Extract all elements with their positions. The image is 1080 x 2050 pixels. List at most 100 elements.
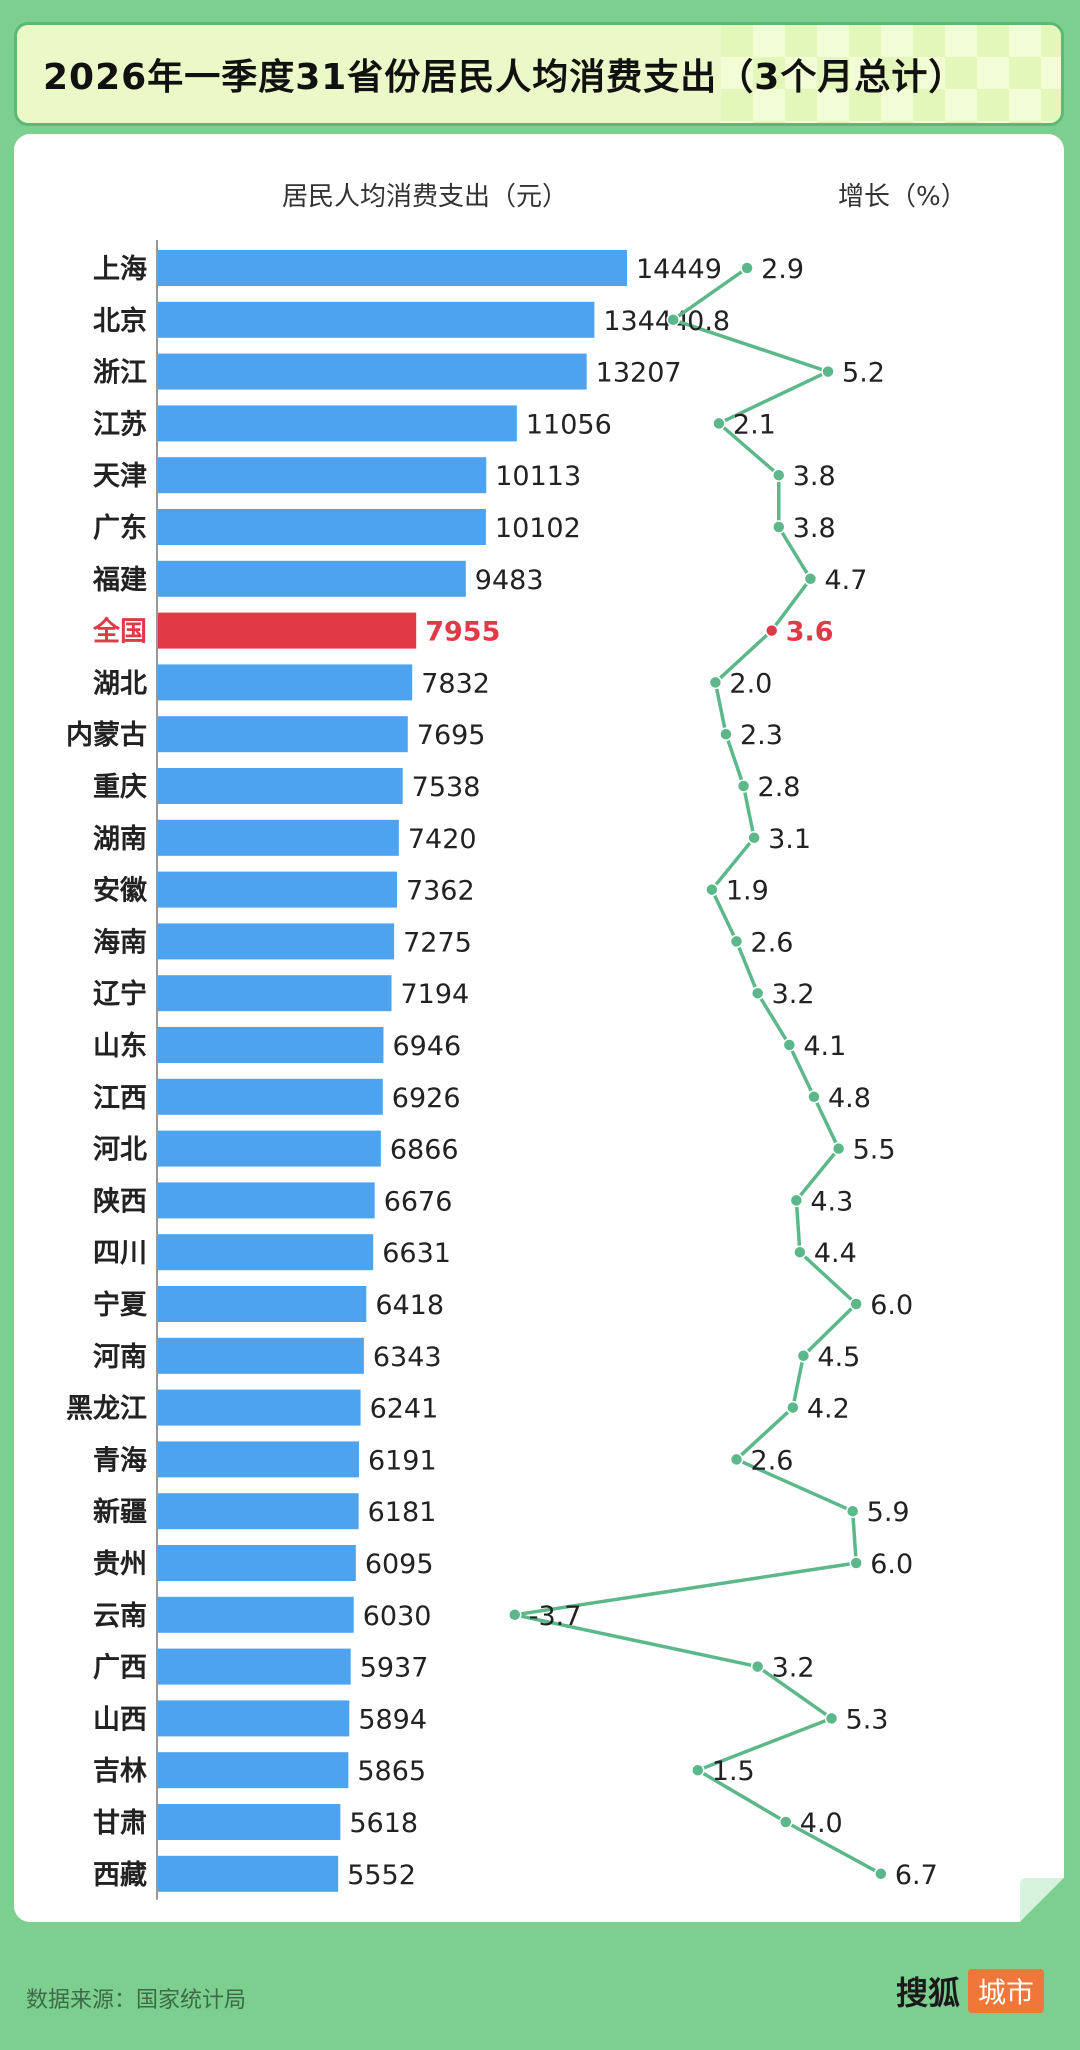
bar-value-label: 14449 — [636, 254, 722, 285]
growth-point — [782, 1038, 797, 1052]
bar-value-label: 5937 — [360, 1653, 429, 1684]
growth-value-label: 3.6 — [786, 617, 834, 648]
bar — [158, 612, 417, 649]
bar — [158, 250, 627, 286]
bar — [158, 1337, 364, 1374]
bar-value-label: 7538 — [412, 772, 481, 803]
province-label: 黑龙江 — [66, 1394, 147, 1425]
growth-point — [821, 364, 835, 379]
bar-value-label: 6676 — [384, 1186, 453, 1217]
growth-point — [772, 520, 786, 534]
growth-point — [831, 1141, 846, 1156]
province-label: 广西 — [93, 1653, 147, 1684]
growth-value-label: 2.0 — [729, 668, 772, 699]
bar — [158, 1493, 359, 1530]
province-label: 河北 — [93, 1135, 147, 1166]
growth-value-label: 2.9 — [761, 254, 804, 285]
province-label: 新疆 — [93, 1496, 147, 1528]
growth-point — [740, 261, 754, 275]
brand-logo: 搜狐 城市 — [896, 1968, 1045, 2014]
growth-value-label: 1.5 — [712, 1756, 755, 1787]
title-bar: 2026年一季度31省份居民人均消费支出（3个月总计） — [14, 22, 1064, 126]
growth-point — [807, 1090, 821, 1104]
growth-point — [764, 623, 779, 638]
growth-point — [849, 1297, 863, 1311]
bar — [158, 1752, 349, 1789]
bar-value-label: 6343 — [373, 1342, 442, 1373]
page-fold-corner — [1020, 1878, 1064, 1922]
growth-point — [772, 468, 786, 482]
growth-value-label: -3.7 — [529, 1601, 582, 1632]
province-label: 海南 — [93, 927, 147, 958]
growth-point — [719, 727, 733, 741]
growth-value-label: 4.2 — [807, 1394, 850, 1425]
growth-value-label: 6.0 — [870, 1549, 913, 1580]
growth-point — [736, 779, 751, 793]
bar-value-label: 5865 — [357, 1756, 426, 1787]
bar-value-label: 6631 — [382, 1238, 451, 1269]
bar — [158, 716, 408, 753]
province-label: 山东 — [93, 1030, 147, 1062]
province-label: 江苏 — [93, 409, 147, 440]
bar — [158, 353, 587, 390]
province-label: 西藏 — [93, 1860, 147, 1891]
growth-point — [750, 986, 765, 1000]
growth-value-label: 4.1 — [803, 1031, 846, 1062]
province-label: 全国 — [92, 616, 147, 648]
growth-value-label: 5.3 — [846, 1704, 889, 1735]
bar — [158, 1182, 375, 1219]
growth-value-label: 6.0 — [870, 1290, 913, 1321]
growth-point — [712, 416, 726, 431]
bar — [158, 560, 466, 597]
growth-value-label: 4.3 — [810, 1186, 853, 1217]
growth-point — [803, 572, 818, 586]
bar — [158, 1648, 351, 1685]
growth-point — [508, 1608, 522, 1622]
bar — [158, 1545, 356, 1581]
bar — [158, 301, 595, 338]
bar — [158, 819, 399, 856]
province-label: 贵州 — [93, 1549, 147, 1580]
growth-value-label: 5.5 — [853, 1135, 896, 1166]
growth-point — [789, 1193, 804, 1208]
growth-value-label: 3.2 — [772, 1653, 815, 1684]
bar-value-label: 11056 — [526, 409, 612, 440]
bar — [158, 664, 413, 701]
growth-value-label: 3.8 — [793, 461, 836, 492]
growth-point — [747, 831, 761, 845]
province-label: 甘肃 — [93, 1808, 147, 1839]
province-label: 北京 — [93, 305, 147, 337]
growth-value-label: 4.5 — [817, 1342, 860, 1373]
province-label: 陕西 — [93, 1186, 147, 1217]
growth-column-header: 增长（%） — [838, 182, 967, 212]
bar — [158, 1855, 339, 1892]
bar — [158, 1700, 350, 1737]
title-checker-pattern — [721, 25, 1061, 123]
growth-value-label: 4.8 — [828, 1083, 871, 1114]
growth-point — [845, 1504, 860, 1518]
growth-value-label: 2.6 — [751, 927, 794, 958]
province-label: 天津 — [93, 461, 147, 492]
growth-point — [691, 1763, 705, 1777]
province-label: 青海 — [93, 1445, 147, 1476]
bar-value-label: 10113 — [495, 461, 581, 492]
growth-value-label: 5.9 — [867, 1497, 910, 1528]
bar-value-label: 7695 — [417, 720, 486, 751]
province-label: 湖南 — [93, 824, 147, 855]
bar-value-label: 6946 — [392, 1031, 461, 1062]
bar-value-label: 6241 — [370, 1394, 439, 1425]
bar — [158, 1389, 361, 1426]
growth-value-label: 3.8 — [793, 513, 836, 544]
growth-point — [729, 1452, 744, 1467]
growth-value-label: 3.1 — [768, 824, 811, 855]
bar-value-label: 6030 — [363, 1601, 432, 1632]
bar — [158, 975, 392, 1012]
province-label: 浙江 — [93, 358, 147, 389]
bar-value-label: 7362 — [406, 876, 475, 907]
growth-point — [786, 1400, 800, 1415]
growth-value-label: 0.8 — [687, 306, 730, 337]
growth-value-label: 2.1 — [733, 409, 776, 440]
province-label: 广东 — [93, 512, 147, 544]
bar-value-label: 7420 — [408, 824, 477, 855]
